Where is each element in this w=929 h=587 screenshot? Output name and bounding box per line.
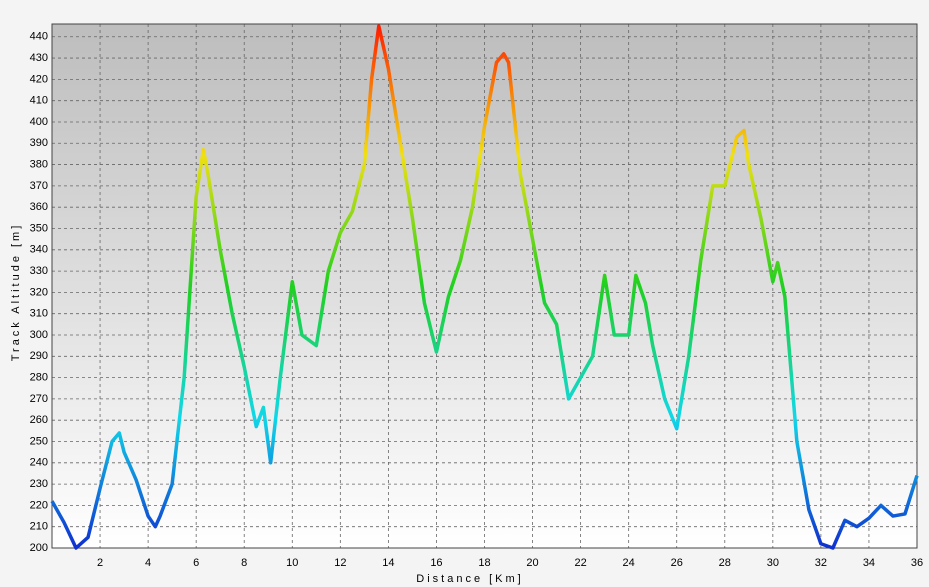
y-tick-label: 440 [30, 31, 48, 43]
y-tick-label: 210 [30, 521, 48, 533]
y-tick-label: 230 [30, 478, 48, 490]
y-tick-label: 360 [30, 201, 48, 213]
x-tick-label: 36 [911, 557, 923, 569]
y-tick-label: 430 [30, 52, 48, 64]
plot-frame [51, 23, 918, 549]
y-tick-label: 420 [30, 73, 48, 85]
x-tick-label: 22 [574, 557, 586, 569]
x-tick-label: 24 [623, 557, 635, 569]
y-tick-label: 320 [30, 286, 48, 298]
x-tick-label: 18 [478, 557, 490, 569]
y-tick-label: 340 [30, 244, 48, 256]
y-tick-label: 280 [30, 371, 48, 383]
x-tick-label: 32 [815, 557, 827, 569]
x-tick-label: 6 [193, 557, 199, 569]
y-tick-label: 240 [30, 457, 48, 469]
altitude-line [50, 24, 919, 550]
y-tick-label: 410 [30, 95, 48, 107]
y-tick-label: 400 [30, 116, 48, 128]
x-tick-label: 16 [430, 557, 442, 569]
x-tick-label: 4 [145, 557, 151, 569]
y-tick-label: 220 [30, 499, 48, 511]
x-tick-label: 34 [863, 557, 875, 569]
y-tick-label: 250 [30, 435, 48, 447]
x-tick-label: 26 [671, 557, 683, 569]
x-tick-label: 8 [241, 557, 247, 569]
y-tick-label: 380 [30, 158, 48, 170]
x-axis-label: Distance [Km] [416, 573, 523, 585]
x-tick-label: 14 [382, 557, 394, 569]
y-axis-label: Track Altitude [m] [10, 223, 22, 362]
x-tick-label: 2 [97, 557, 103, 569]
x-tick-label: 20 [526, 557, 538, 569]
y-tick-label: 310 [30, 308, 48, 320]
x-tick-label: 30 [767, 557, 779, 569]
y-tick-label: 260 [30, 414, 48, 426]
y-tick-label: 330 [30, 265, 48, 277]
y-tick-label: 200 [30, 542, 48, 554]
y-tick-label: 390 [30, 137, 48, 149]
x-tick-label: 12 [334, 557, 346, 569]
x-tick-label: 28 [719, 557, 731, 569]
y-tick-label: 270 [30, 393, 48, 405]
plot-area [52, 24, 917, 548]
y-tick-label: 370 [30, 180, 48, 192]
x-tick-label: 10 [286, 557, 298, 569]
y-tick-label: 300 [30, 329, 48, 341]
y-tick-label: 350 [30, 222, 48, 234]
y-tick-label: 290 [30, 350, 48, 362]
